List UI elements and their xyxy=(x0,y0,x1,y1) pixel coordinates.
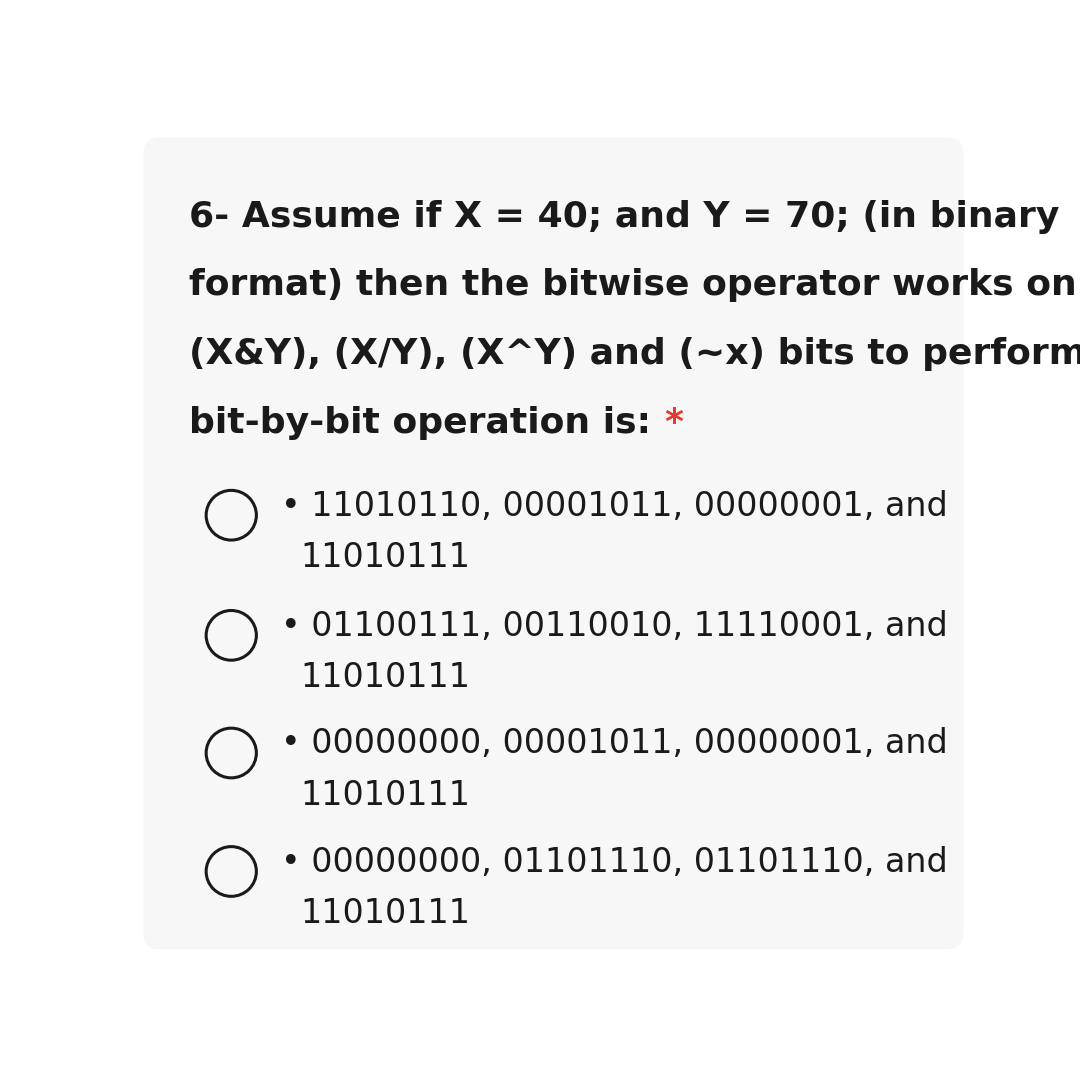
Text: • 11010110, 00001011, 00000001, and: • 11010110, 00001011, 00000001, and xyxy=(282,490,948,523)
FancyBboxPatch shape xyxy=(144,138,963,949)
Text: *: * xyxy=(664,406,683,440)
Text: 11010111: 11010111 xyxy=(300,897,471,930)
Text: • 01100111, 00110010, 11110001, and: • 01100111, 00110010, 11110001, and xyxy=(282,610,948,642)
Text: 11010111: 11010111 xyxy=(300,541,471,574)
Text: 11010111: 11010111 xyxy=(300,661,471,694)
Text: bit-by-bit operation is:: bit-by-bit operation is: xyxy=(189,406,664,440)
Text: • 00000000, 01101110, 01101110, and: • 00000000, 01101110, 01101110, and xyxy=(282,846,948,879)
Text: (X&Y), (X/Y), (X^Y) and (~x) bits to perform: (X&Y), (X/Y), (X^Y) and (~x) bits to per… xyxy=(189,337,1080,371)
Text: 6- Assume if X = 40; and Y = 70; (in binary: 6- Assume if X = 40; and Y = 70; (in bin… xyxy=(189,199,1059,233)
Text: format) then the bitwise operator works on: format) then the bitwise operator works … xyxy=(189,268,1077,302)
Text: 11010111: 11010111 xyxy=(300,779,471,811)
Text: • 00000000, 00001011, 00000001, and: • 00000000, 00001011, 00000001, and xyxy=(282,727,948,761)
